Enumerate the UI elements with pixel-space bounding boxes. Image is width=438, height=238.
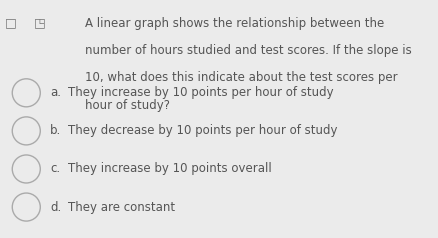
- Text: 10, what does this indicate about the test scores per: 10, what does this indicate about the te…: [85, 71, 398, 84]
- Text: number of hours studied and test scores. If the slope is: number of hours studied and test scores.…: [85, 44, 412, 57]
- Text: They increase by 10 points per hour of study: They increase by 10 points per hour of s…: [68, 86, 333, 99]
- Text: They increase by 10 points overall: They increase by 10 points overall: [68, 163, 272, 175]
- Text: c.: c.: [50, 163, 60, 175]
- Text: d.: d.: [50, 201, 62, 213]
- Text: hour of study?: hour of study?: [85, 99, 170, 112]
- Text: They are constant: They are constant: [68, 201, 175, 213]
- Text: They decrease by 10 points per hour of study: They decrease by 10 points per hour of s…: [68, 124, 337, 137]
- Text: ◳: ◳: [34, 17, 45, 30]
- Text: A linear graph shows the relationship between the: A linear graph shows the relationship be…: [85, 17, 385, 30]
- Text: b.: b.: [50, 124, 62, 137]
- Text: a.: a.: [50, 86, 61, 99]
- Text: □: □: [5, 17, 17, 30]
